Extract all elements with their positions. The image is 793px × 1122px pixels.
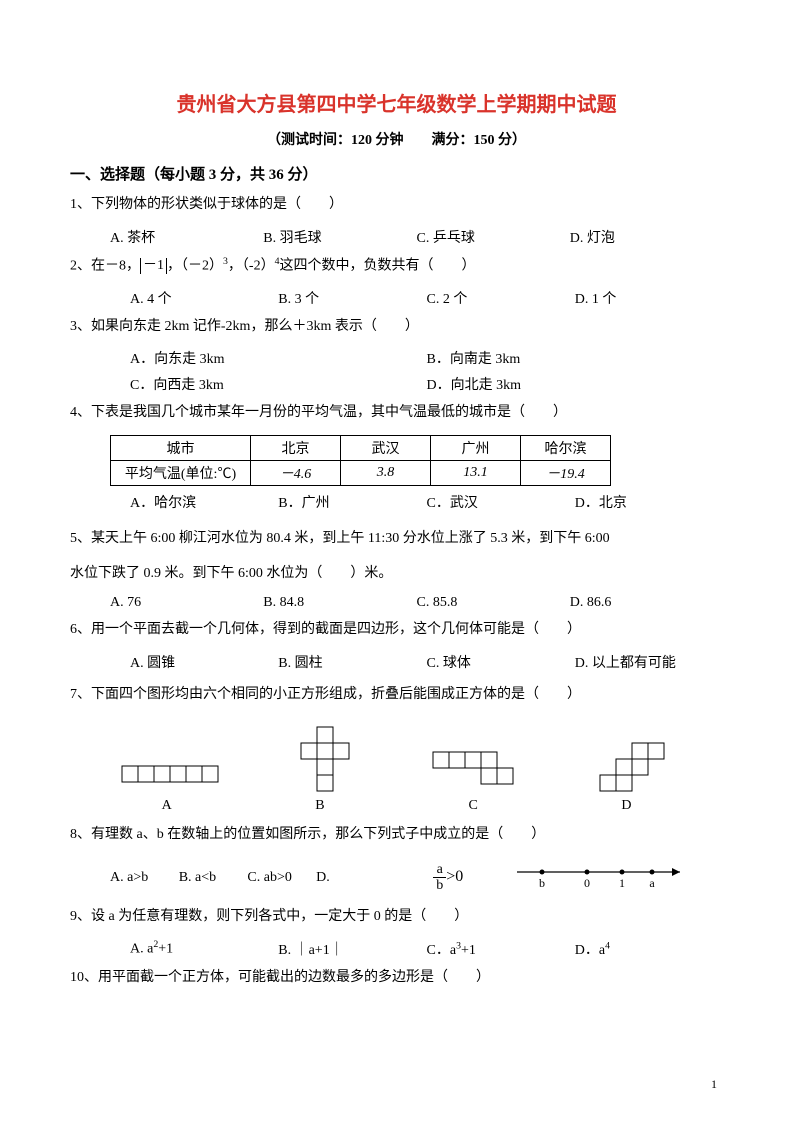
question-4: 4、下表是我国几个城市某年一月份的平均气温，其中气温最低的城市是（ ） — [70, 400, 723, 427]
question-10: 10、用平面截一个正方体，可能截出的边数最多的多边形是（ ） — [70, 965, 723, 992]
q8-fraction: ab>0 — [385, 862, 512, 894]
q2-opt-a: A. 4 个 — [130, 288, 278, 308]
q1-options: A. 茶杯 B. 羽毛球 C. 乒乓球 D. 灯泡 — [70, 227, 723, 247]
q5-opt-d: D. 86.6 — [570, 595, 723, 611]
q9-opt-c: C．a3+1 — [427, 939, 575, 959]
table-row: 城市 北京 武汉 广州 哈尔滨 — [111, 436, 611, 461]
q6-opt-a: A. 圆锥 — [130, 652, 278, 672]
nl-a: a — [649, 876, 655, 890]
q2-opt-c: C. 2 个 — [427, 288, 575, 308]
th-wh: 武汉 — [341, 436, 431, 461]
q4-opt-b: B．广州 — [278, 492, 426, 512]
question-5-line2: 水位下跌了 0.9 米。到下午 6:00 水位为（ ）米。 — [70, 561, 723, 588]
q6-options: A. 圆锥 B. 圆柱 C. 球体 D. 以上都有可能 — [70, 652, 723, 672]
q8-row: A. a>b B. a<b C. ab>0 D. ab>0 b 0 1 a — [70, 857, 723, 898]
q1-opt-a: A. 茶杯 — [110, 227, 263, 247]
number-line: b 0 1 a — [512, 857, 723, 898]
q1-opt-b: B. 羽毛球 — [263, 227, 416, 247]
q3-opt-b: B．向南走 3km — [427, 348, 724, 368]
q2-opt-b: B. 3 个 — [278, 288, 426, 308]
net-figure-c — [423, 744, 533, 794]
q7-label-d: D — [550, 798, 703, 814]
td-gz: 13.1 — [431, 461, 521, 486]
q6-opt-c: C. 球体 — [427, 652, 575, 672]
question-2: 2、在－8，－1，（－2）3，（-2）4这四个数中，负数共有（ ） — [70, 253, 723, 280]
question-1: 1、下列物体的形状类似于球体的是（ ） — [70, 192, 723, 219]
frac-den: b — [433, 878, 446, 893]
q2-mid: ，（－2） — [167, 258, 223, 273]
nl-1: 1 — [619, 876, 625, 890]
q8-opt-c: C. ab>0 — [247, 870, 316, 886]
frac-num: a — [433, 862, 446, 878]
th-hrb: 哈尔滨 — [521, 436, 611, 461]
q9-options: A. a2+1 B. ｜a+1｜ C．a3+1 D．a4 — [70, 939, 723, 959]
nl-0: 0 — [584, 876, 590, 890]
q1-opt-d: D. 灯泡 — [570, 227, 723, 247]
question-3: 3、如果向东走 2km 记作-2km，那么＋3km 表示（ ） — [70, 314, 723, 341]
q8-opt-d: D. — [316, 870, 385, 886]
net-figure-b — [280, 724, 370, 794]
td-label: 平均气温(单位:℃) — [111, 461, 251, 486]
q2-options: A. 4 个 B. 3 个 C. 2 个 D. 1 个 — [70, 288, 723, 308]
q1-opt-c: C. 乒乓球 — [417, 227, 570, 247]
net-figure-d — [586, 739, 676, 794]
page-title: 贵州省大方县第四中学七年级数学上学期期中试题 — [70, 88, 723, 117]
q4-options: A．哈尔滨 B．广州 C．武汉 D．北京 — [70, 492, 723, 512]
q2-opt-d: D. 1 个 — [575, 288, 723, 308]
th-city: 城市 — [111, 436, 251, 461]
th-bj: 北京 — [251, 436, 341, 461]
q7-label-a: A — [90, 798, 243, 814]
question-5-line1: 5、某天上午 6:00 柳江河水位为 80.4 米，到上午 11:30 分水位上… — [70, 526, 723, 553]
q2-suffix: 这四个数中，负数共有（ ） — [279, 258, 475, 273]
question-9: 9、设 a 为任意有理数，则下列各式中，一定大于 0 的是（ ） — [70, 904, 723, 931]
q9-opt-b: B. ｜a+1｜ — [278, 939, 426, 959]
q8-options: A. a>b B. a<b C. ab>0 D. — [110, 870, 385, 886]
q9-opt-a: A. a2+1 — [130, 939, 278, 959]
exam-subtitle: （测试时间：120 分钟 满分：150 分） — [70, 129, 723, 149]
section-1-header: 一、选择题（每小题 3 分，共 36 分） — [70, 163, 723, 184]
q3-opt-a: A．向东走 3km — [130, 348, 427, 368]
page-number: 1 — [711, 1077, 717, 1092]
nl-b: b — [539, 876, 545, 890]
question-8: 8、有理数 a、b 在数轴上的位置如图所示，那么下列式子中成立的是（ ） — [70, 822, 723, 849]
q3-options-row2: C．向西走 3km D．向北走 3km — [70, 374, 723, 394]
q2-mid2: ，（-2） — [228, 258, 275, 273]
th-gz: 广州 — [431, 436, 521, 461]
q6-opt-b: B. 圆柱 — [278, 652, 426, 672]
q7-label-c: C — [397, 798, 550, 814]
q5-opt-c: C. 85.8 — [417, 595, 570, 611]
td-bj: －4.6 — [251, 461, 341, 486]
q6-opt-d: D. 以上都有可能 — [575, 652, 723, 672]
number-line-svg: b 0 1 a — [512, 857, 692, 893]
q7-labels: A B C D — [70, 798, 723, 822]
q3-opt-c: C．向西走 3km — [130, 374, 427, 394]
q3-options-row1: A．向东走 3km B．向南走 3km — [70, 348, 723, 368]
q5-opt-a: A. 76 — [110, 595, 263, 611]
q7-figures — [70, 716, 723, 798]
q8-opt-a: A. a>b — [110, 870, 179, 886]
q4-opt-a: A．哈尔滨 — [130, 492, 278, 512]
question-7: 7、下面四个图形均由六个相同的小正方形组成，折叠后能围成正方体的是（ ） — [70, 682, 723, 709]
td-hrb: －19.4 — [521, 461, 611, 486]
td-wh: 3.8 — [341, 461, 431, 486]
table-row: 平均气温(单位:℃) －4.6 3.8 13.1 －19.4 — [111, 461, 611, 486]
q9-opt-d: D．a4 — [575, 939, 723, 959]
net-figure-a — [117, 754, 227, 794]
q7-label-b: B — [243, 798, 396, 814]
q8-opt-b: B. a<b — [179, 870, 248, 886]
q2-prefix: 2、在－8， — [70, 258, 140, 273]
q5-opt-b: B. 84.8 — [263, 595, 416, 611]
question-6: 6、用一个平面去截一个几何体，得到的截面是四边形，这个几何体可能是（ ） — [70, 617, 723, 644]
gt-zero: >0 — [446, 868, 463, 885]
q4-opt-d: D．北京 — [575, 492, 723, 512]
q3-opt-d: D．向北走 3km — [427, 374, 724, 394]
q4-table: 城市 北京 武汉 广州 哈尔滨 平均气温(单位:℃) －4.6 3.8 13.1… — [110, 435, 611, 486]
abs-expr: －1 — [140, 258, 167, 273]
q4-opt-c: C．武汉 — [427, 492, 575, 512]
q5-options: A. 76 B. 84.8 C. 85.8 D. 86.6 — [70, 595, 723, 611]
